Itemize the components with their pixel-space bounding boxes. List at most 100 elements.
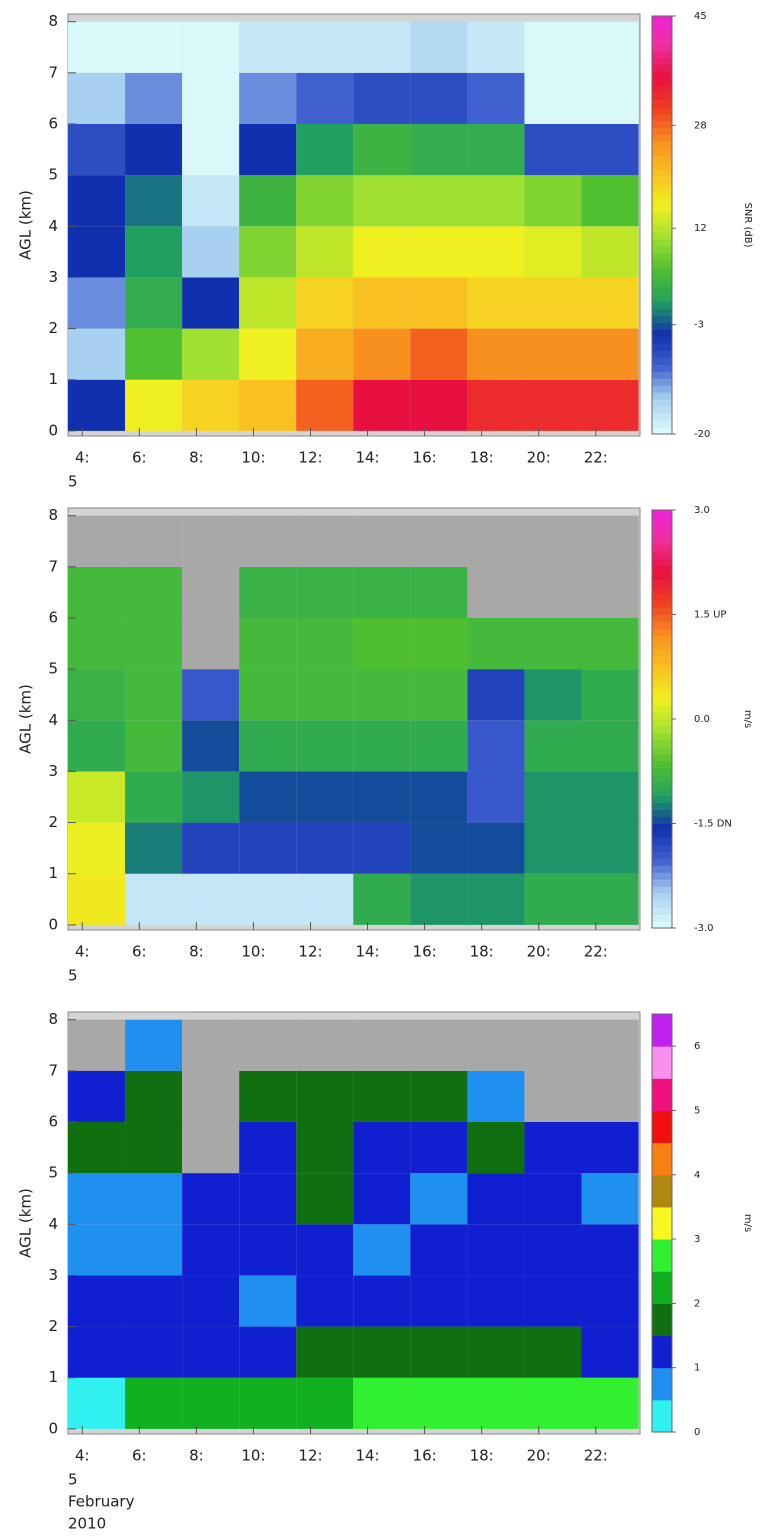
colorbar-segment	[652, 71, 672, 80]
heat-cell	[524, 1275, 582, 1327]
heat-cell	[524, 226, 582, 278]
colorbar-segment	[652, 113, 672, 121]
heat-cell	[467, 669, 525, 721]
colorbar-segment	[652, 510, 672, 518]
colorbar-segment	[652, 308, 672, 317]
colorbar-segment	[652, 315, 672, 324]
colorbar-segment	[652, 544, 672, 553]
colorbar-segment	[652, 36, 672, 45]
heat-cell	[353, 226, 411, 278]
x-tick-label: 10:	[241, 943, 265, 961]
heat-cell	[125, 873, 183, 925]
heat-cell	[581, 328, 639, 380]
x-tick-label: 6:	[132, 449, 147, 467]
heat-cell	[239, 1173, 297, 1225]
heat-cell	[467, 720, 525, 772]
y-tick-label: 1	[48, 864, 58, 882]
y-tick-label: 2	[48, 813, 58, 831]
colorbar-segment	[652, 413, 672, 421]
heat-cell	[410, 1224, 468, 1276]
heat-cell	[68, 1173, 126, 1225]
colorbar-segment	[652, 357, 672, 365]
heat-cell	[524, 515, 582, 567]
colorbar-tick-label: 3	[694, 1234, 700, 1245]
heat-cell	[524, 21, 582, 73]
heat-cell	[182, 72, 240, 124]
colorbar-tick-label: -20	[694, 429, 710, 440]
heat-cell	[239, 566, 297, 618]
colorbar-label: SNR (dB)	[742, 203, 753, 248]
heat-cell	[125, 123, 183, 176]
x-tick-label: 6:	[132, 1447, 147, 1465]
heat-cell	[524, 669, 582, 721]
colorbar-segment	[652, 642, 672, 650]
colorbar-segment	[652, 64, 672, 73]
colorbar-segment	[652, 712, 672, 720]
heat-cell	[125, 328, 183, 380]
colorbar-segment	[652, 649, 672, 657]
heat-cell	[296, 328, 354, 380]
heat-cell	[68, 822, 126, 874]
colorbar-segment	[652, 245, 672, 254]
heat-cell	[239, 1224, 297, 1276]
colorbar-segment	[652, 656, 672, 664]
heat-cell	[353, 669, 411, 721]
heat-cell	[524, 1070, 582, 1122]
heat-cell	[296, 1019, 354, 1071]
colorbar-segment	[652, 523, 672, 532]
y-tick-label: 3	[48, 1266, 58, 1284]
heat-cell	[524, 1019, 582, 1071]
x-sublabel: 5	[68, 1471, 78, 1489]
heat-cell	[296, 669, 354, 721]
heat-cell	[239, 277, 297, 329]
colorbar-segment	[652, 816, 672, 824]
colorbar-segment	[652, 537, 672, 546]
x-tick-label: 8:	[189, 943, 204, 961]
heat-cell	[68, 1121, 126, 1174]
heat-cell	[581, 379, 639, 431]
colorbar-segment	[652, 211, 672, 219]
heat-cell	[239, 1121, 297, 1174]
heat-cell	[182, 1173, 240, 1225]
heat-cell	[182, 175, 240, 227]
heat-cell	[353, 771, 411, 823]
colorbar-segment	[652, 301, 672, 310]
colorbar-segment	[652, 134, 672, 142]
heat-cell	[182, 1070, 240, 1122]
colorbar-segment	[652, 781, 672, 790]
x-tick-label: 10:	[241, 449, 265, 467]
heat-cell	[353, 379, 411, 431]
heat-cell	[239, 1275, 297, 1327]
heat-cell	[524, 1377, 582, 1429]
heat-cell	[182, 1019, 240, 1071]
heat-cell	[239, 720, 297, 772]
colorbar-tick-label: 3.0	[694, 505, 710, 516]
colorbar-segment	[652, 788, 672, 797]
heat-cell	[296, 175, 354, 227]
heat-cell	[296, 1121, 354, 1174]
heat-cell	[410, 1121, 468, 1174]
colorbar-segment	[652, 698, 672, 706]
colorbar-segment	[652, 322, 672, 330]
colorbar-segment	[652, 1046, 672, 1079]
heat-cell	[239, 1019, 297, 1071]
colorbar-frame	[651, 1013, 673, 1433]
heat-cell	[581, 277, 639, 329]
heat-cell	[296, 720, 354, 772]
y-tick-label: 2	[48, 319, 58, 337]
heat-cell	[296, 1173, 354, 1225]
heat-cell	[581, 617, 639, 670]
colorbar-segment	[652, 865, 672, 873]
heat-cell	[239, 617, 297, 670]
heat-cell	[68, 1224, 126, 1276]
heat-cell	[524, 175, 582, 227]
heat-cell	[581, 515, 639, 567]
heat-cell	[239, 226, 297, 278]
colorbar-segment	[652, 670, 672, 678]
x-tick-label: 18:	[470, 943, 494, 961]
y-tick-label: 4	[48, 217, 58, 235]
heat-cell	[524, 379, 582, 431]
colorbar-tick-label: 45	[694, 11, 707, 22]
colorbar-segment	[652, 78, 672, 87]
heat-cell	[125, 72, 183, 124]
